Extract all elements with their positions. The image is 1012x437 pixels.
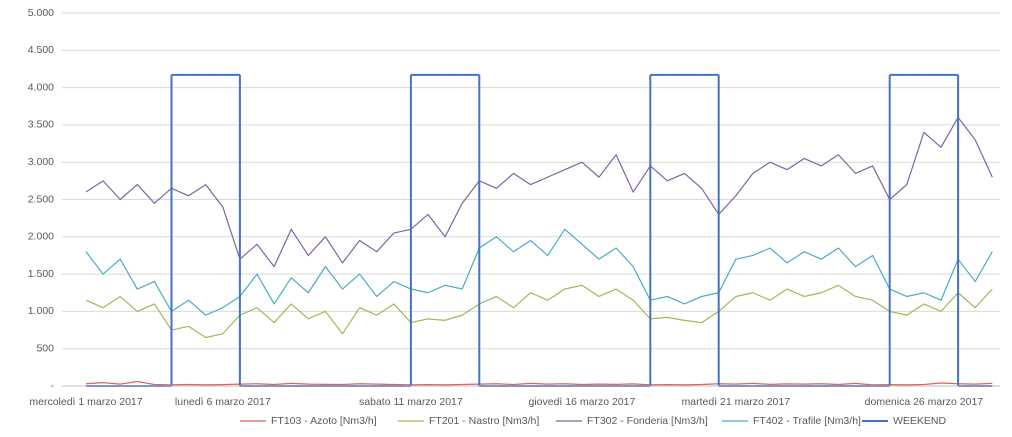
- series-line: [85, 284, 993, 339]
- legend-label: WEEKEND: [893, 415, 947, 427]
- y-tick-label: 1.500: [28, 268, 54, 280]
- y-tick-label: 4.500: [28, 44, 54, 56]
- y-tick-label: 4.000: [28, 81, 54, 93]
- y-tick-label: 1.000: [28, 305, 54, 317]
- legend-label: FT103 - Azoto [Nm3/h]: [271, 415, 377, 427]
- y-tick-label: 3.000: [28, 156, 54, 168]
- legend-label: FT201 - Nastro [Nm3/h]: [429, 415, 539, 427]
- x-tick-label: sabato 11 marzo 2017: [359, 396, 463, 408]
- y-tick-label: 2.000: [28, 231, 54, 243]
- legend-label: FT402 - Trafile [Nm3/h]: [753, 415, 861, 427]
- x-tick-label: martedì 21 marzo 2017: [682, 396, 791, 408]
- x-tick-label: domenica 26 marzo 2017: [865, 396, 984, 408]
- series-line: [85, 380, 993, 386]
- y-tick-label: 3.500: [28, 119, 54, 131]
- series-line: [85, 228, 993, 316]
- y-tick-label: 5.000: [28, 7, 54, 19]
- legend-label: FT302 - Fonderia [Nm3/h]: [587, 415, 708, 427]
- x-tick-label: lunedì 6 marzo 2017: [175, 396, 271, 408]
- series-line: [85, 116, 993, 268]
- y-tick-label: 2.500: [28, 193, 54, 205]
- x-tick-label: mercoledì 1 marzo 2017: [29, 396, 142, 408]
- y-tick-label: -: [51, 380, 55, 392]
- y-tick-label: 500: [36, 342, 54, 354]
- x-tick-label: giovedì 16 marzo 2017: [528, 396, 635, 408]
